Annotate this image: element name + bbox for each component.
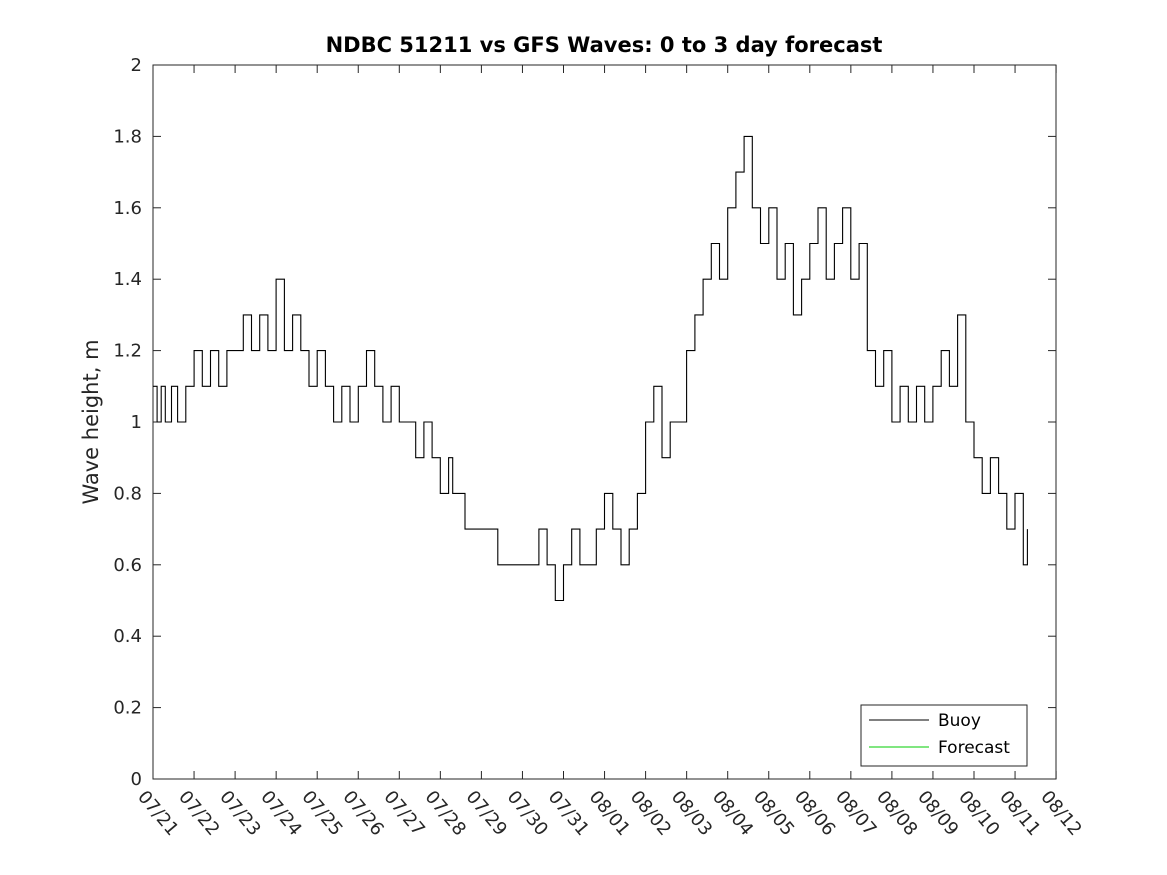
legend-box: [860, 704, 1028, 767]
legend-buoy-label: Buoy: [938, 711, 981, 731]
y-tick-label: 0.8: [113, 483, 142, 504]
plot-area: [152, 64, 1057, 780]
series-line-buoy: [153, 135, 1028, 602]
y-tick-label: 2: [131, 55, 142, 76]
y-axis: 0 0.2 0.4 0.6 0.8 1 1.2 1.4 1.6 1.8 2: [113, 55, 1056, 790]
y-tick-label: 0.2: [113, 698, 142, 719]
y-tick-label: 1.6: [113, 198, 142, 219]
series-layer: [153, 135, 1028, 602]
y-tick-label: 0.6: [113, 555, 142, 576]
legend-forecast-label: Forecast: [938, 738, 1010, 758]
y-tick-label: 1.2: [113, 341, 142, 362]
chart-title: NDBC 51211 vs GFS Waves: 0 to 3 day fore…: [326, 33, 883, 57]
y-tick-label: 1.8: [113, 126, 142, 147]
legend: Buoy Forecast: [860, 704, 1028, 767]
y-axis-label: Wave height, m: [79, 339, 103, 504]
y-tick-label: 1: [131, 412, 142, 433]
y-tick-label: 0: [131, 769, 142, 790]
y-tick-label: 1.4: [113, 269, 142, 290]
y-tick-label: 0.4: [113, 626, 142, 647]
